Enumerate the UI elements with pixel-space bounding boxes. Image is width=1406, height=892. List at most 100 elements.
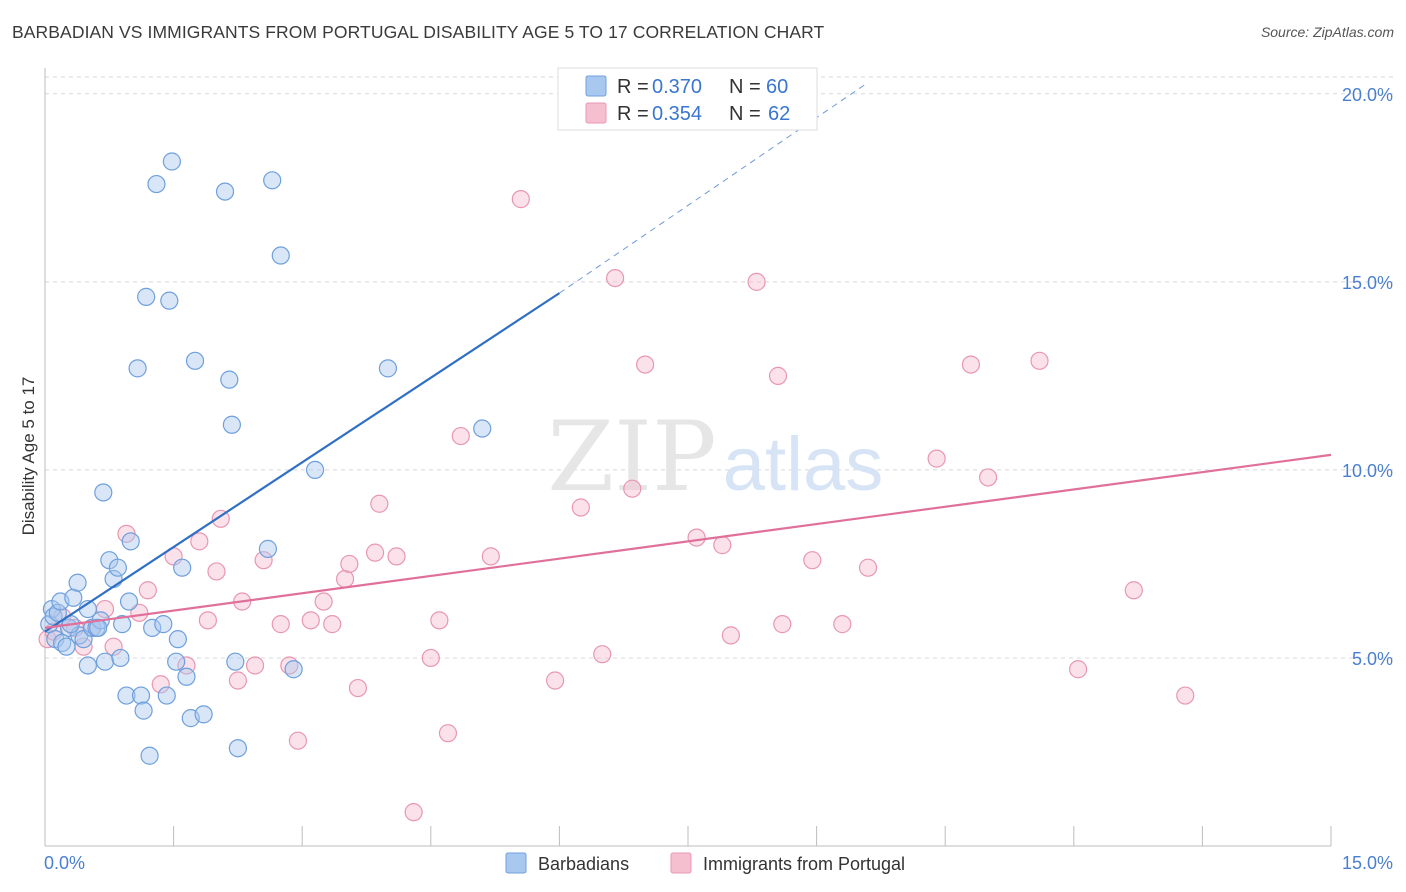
data-point-barbadians	[121, 532, 140, 551]
data-point-barbadians	[215, 182, 235, 201]
bottom-legend-label-portugal: Immigrants from Portugal	[703, 854, 905, 874]
data-point-barbadians	[147, 174, 166, 194]
trend-lines	[44, 82, 1332, 633]
data-point-barbadians	[160, 291, 179, 310]
x-tick-label: 0.0%	[44, 853, 85, 873]
data-point-portugal	[138, 581, 157, 600]
data-point-portugal	[606, 268, 625, 288]
watermark-atlas: atlas	[723, 422, 884, 507]
data-point-portugal	[421, 648, 440, 668]
data-point-portugal	[803, 551, 822, 570]
legend-r-label-2: R =	[617, 103, 649, 125]
data-point-barbadians	[220, 370, 239, 389]
data-point-portugal	[254, 551, 273, 570]
trend-line-portugal	[44, 453, 1332, 629]
series-immigrants-from-portugal-points	[38, 190, 1195, 822]
data-point-portugal	[288, 731, 308, 750]
data-point-portugal	[1068, 660, 1088, 679]
data-point-barbadians	[263, 171, 282, 190]
data-point-barbadians	[137, 287, 156, 306]
bottom-legend-swatch-portugal	[670, 852, 692, 874]
data-point-portugal	[365, 543, 385, 562]
data-point-portugal	[451, 426, 470, 446]
data-point-portugal	[438, 724, 458, 743]
data-point-portugal	[340, 554, 359, 574]
data-point-portugal	[404, 803, 423, 822]
data-point-barbadians	[57, 637, 76, 656]
data-point-portugal	[370, 494, 389, 513]
legend-n-value-1: 60	[766, 76, 788, 98]
bottom-legend-label-barbadians: Barbadians	[538, 854, 629, 874]
data-point-barbadians	[226, 652, 245, 671]
data-point-portugal	[198, 611, 217, 630]
data-point-portugal	[271, 615, 290, 634]
series-legend: Barbadians Immigrants from Portugal	[505, 852, 905, 874]
data-point-portugal	[1176, 686, 1195, 705]
data-point-barbadians	[168, 630, 187, 649]
stats-legend: R = 0.370 N = 60 R = 0.354 N = 62	[557, 67, 818, 131]
data-point-barbadians	[162, 152, 181, 171]
data-point-barbadians	[173, 558, 192, 577]
data-point-barbadians	[222, 415, 241, 434]
data-point-barbadians	[68, 573, 87, 592]
watermark-zip: ZIP	[547, 401, 716, 513]
data-point-portugal	[430, 611, 449, 630]
data-point-portugal	[104, 637, 123, 656]
data-point-barbadians	[194, 705, 213, 724]
grid-lines	[45, 76, 1393, 659]
data-point-portugal	[151, 675, 170, 694]
data-point-portugal	[348, 678, 368, 698]
data-point-barbadians	[117, 686, 136, 705]
data-point-barbadians	[284, 660, 303, 679]
y-tick-label: 5.0%	[1352, 649, 1393, 669]
chart-title: BARBADIAN VS IMMIGRANTS FROM PORTUGAL DI…	[12, 22, 825, 42]
data-point-barbadians	[89, 618, 108, 637]
data-point-portugal	[211, 509, 230, 528]
data-point-portugal	[1030, 351, 1049, 370]
y-tick-label: 15.0%	[1342, 273, 1393, 293]
data-point-portugal	[228, 671, 247, 690]
data-point-portugal	[481, 547, 500, 566]
x-tick-label: 15.0%	[1342, 853, 1393, 873]
data-point-portugal	[593, 645, 612, 664]
data-point-portugal	[323, 615, 342, 634]
data-point-portugal	[833, 615, 852, 634]
data-point-barbadians	[111, 648, 130, 668]
data-point-portugal	[387, 547, 406, 566]
data-point-portugal	[207, 562, 226, 581]
data-point-barbadians	[167, 652, 186, 671]
data-point-portugal	[190, 532, 209, 551]
data-point-portugal	[546, 671, 565, 690]
data-point-portugal	[335, 569, 355, 589]
legend-r-label-1: R =	[617, 76, 649, 98]
data-point-portugal	[130, 603, 149, 622]
bottom-legend-swatch-barbadians	[505, 852, 527, 874]
data-point-barbadians	[113, 615, 132, 634]
data-point-barbadians	[185, 351, 205, 370]
data-point-barbadians	[78, 656, 97, 675]
data-point-barbadians	[473, 419, 492, 438]
legend-swatch-portugal	[585, 102, 607, 124]
data-point-barbadians	[48, 603, 67, 622]
data-point-portugal	[301, 611, 320, 630]
data-point-portugal	[747, 272, 766, 291]
legend-r-value-1: 0.370	[652, 76, 702, 98]
data-point-barbadians	[143, 618, 162, 637]
data-point-barbadians	[108, 558, 127, 577]
data-point-barbadians	[157, 686, 176, 705]
data-point-portugal	[713, 536, 732, 555]
data-point-barbadians	[95, 652, 115, 671]
data-point-portugal	[314, 592, 333, 611]
legend-n-label-2: N =	[729, 103, 761, 125]
data-point-barbadians	[378, 359, 398, 378]
data-point-barbadians	[64, 588, 83, 607]
data-point-portugal	[961, 355, 981, 374]
data-point-portugal	[927, 449, 946, 468]
data-point-portugal	[858, 558, 878, 577]
data-point-barbadians	[258, 539, 278, 558]
data-point-barbadians	[131, 686, 151, 705]
data-point-barbadians	[134, 701, 153, 720]
data-point-portugal	[721, 626, 740, 645]
data-point-barbadians	[228, 739, 247, 758]
